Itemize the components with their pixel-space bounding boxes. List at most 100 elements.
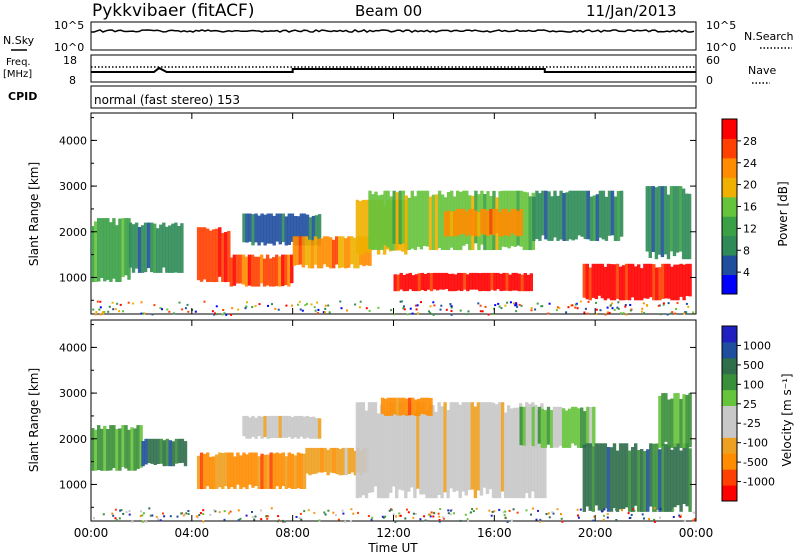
- time-tick-label-4: 16:00: [477, 526, 512, 540]
- nsky-label: N.Sky: [3, 34, 35, 47]
- power-band-4: [242, 213, 322, 246]
- power-colorbar-tick-label-3: 16: [743, 201, 757, 214]
- velocity-colorbar-swatch-5: [722, 405, 737, 422]
- velocity-colorbar-tick-label-0: -1000: [743, 476, 775, 489]
- cpid-text: normal (fast stereo) 153: [94, 93, 240, 107]
- freq-trace: [91, 66, 696, 73]
- time-tick-label-0: 00:00: [74, 526, 109, 540]
- velocity-colorbar-swatch-3: [722, 437, 737, 454]
- power-band-8: [393, 272, 533, 292]
- velocity-colorbar-swatch-1: [722, 469, 737, 486]
- nsky-panel: [90, 21, 697, 51]
- power-colorbar-swatch-0: [722, 274, 737, 295]
- velocity-colorbar-swatch-6: [722, 389, 737, 407]
- velocity-colorbar-swatch-0: [722, 485, 737, 502]
- power-colorbar-swatch-1: [722, 255, 737, 276]
- velocity-colorbar-tick-label-7: 1000: [743, 339, 771, 352]
- power-marks: [91, 186, 695, 316]
- velocity-band-5: [355, 402, 547, 499]
- nsky-trace: [91, 29, 695, 33]
- velocity-ytick-label-1: 2000: [59, 433, 87, 446]
- power-colorbar-swatch-6: [722, 157, 737, 178]
- power-colorbar-tick-label-0: 4: [743, 266, 750, 279]
- power-band-10: [532, 190, 624, 241]
- velocity-band-7: [519, 406, 596, 448]
- power-band-2: [196, 227, 231, 283]
- velocity-band-3: [242, 415, 322, 439]
- velocity-colorbar-tick-label-4: 25: [743, 398, 757, 411]
- velocity-ytick-label-3: 4000: [59, 341, 87, 354]
- freq-label: Freq.: [6, 57, 31, 68]
- power-colorbar-tick-label-5: 24: [743, 157, 757, 170]
- power-colorbar-swatch-5: [722, 177, 737, 198]
- velocity-colorbar-tick-label-2: -100: [743, 437, 768, 450]
- power-band-12: [645, 186, 692, 260]
- velocity-colorbar-swatch-7: [722, 373, 737, 391]
- power-band-3: [229, 254, 294, 287]
- power-band-0: [91, 218, 131, 283]
- nsky-tick-bottom: 10^0: [54, 41, 84, 54]
- power-ytick-label-0: 1000: [59, 271, 87, 284]
- velocity-band-0: [91, 425, 143, 471]
- velocity-band-8: [582, 443, 692, 512]
- velocity-colorbar-tick-label-3: -25: [743, 417, 761, 430]
- power-band-11: [582, 263, 692, 301]
- time-axis: 00:00 04:00 08:00 12:00 16:00 20:00 00:00: [74, 526, 714, 540]
- velocity-colorbar-frame: [721, 325, 738, 502]
- velocity-band-1: [141, 438, 188, 467]
- velocity-ytick-label-0: 1000: [59, 478, 87, 491]
- station-title: Pykkvibaer (fitACF): [92, 1, 254, 21]
- velocity-colorbar-label: Velocity [m s⁻¹]: [780, 373, 794, 466]
- velocity-colorbar-tick-label-6: 500: [743, 359, 764, 372]
- power-colorbar-swatch-2: [722, 235, 737, 256]
- time-tick-label-3: 12:00: [376, 526, 411, 540]
- power-colorbar-swatch-4: [722, 196, 737, 217]
- power-colorbar-swatch-8: [722, 119, 737, 139]
- velocity-ytick-label-2: 3000: [59, 387, 87, 400]
- velocity-axes: 1000 2000 3000 4000: [59, 320, 697, 521]
- freq-panel: [90, 54, 697, 83]
- freq-tick-top: 18: [63, 54, 77, 67]
- power-colorbar-tick-label-1: 8: [743, 244, 750, 257]
- velocity-colorbar: -1000 -500 -100 -25 25 100 500 1000: [721, 325, 775, 502]
- power-ytick-label-2: 3000: [59, 180, 87, 193]
- power-colorbar-tick-label-4: 20: [743, 179, 757, 192]
- power-colorbar-tick-label-2: 12: [743, 222, 757, 235]
- power-axes: 1000 2000 3000 4000: [59, 113, 697, 314]
- power-colorbar-tick-label-6: 28: [743, 135, 757, 148]
- time-tick-label-5: 20:00: [578, 526, 613, 540]
- power-band-9: [443, 208, 523, 237]
- x-axis-label: Time UT: [367, 541, 418, 554]
- nsky-tick-top: 10^5: [54, 19, 84, 32]
- cpid-panel: [90, 85, 697, 109]
- power-colorbar-swatch-7: [722, 138, 737, 159]
- velocity-colorbar-swatch-8: [722, 357, 737, 375]
- velocity-colorbar-swatch-2: [722, 453, 737, 470]
- power-colorbar: 4 8 12 16 20 24 28: [721, 118, 757, 295]
- time-tick-label-6: 00:00: [679, 526, 714, 540]
- velocity-band-9: [658, 393, 692, 448]
- nsearch-tick-bottom: 10^0: [706, 41, 736, 54]
- velocity-colorbar-swatch-4: [722, 421, 737, 438]
- freq-tick-bottom: 8: [69, 74, 76, 87]
- power-ylabel: Slant Range [km]: [27, 162, 41, 266]
- nave-tick-top: 60: [706, 54, 720, 67]
- velocity-band-2: [196, 452, 307, 490]
- beam-title: Beam 00: [355, 2, 422, 20]
- velocity-colorbar-tick-label-5: 100: [743, 378, 764, 391]
- velocity-band-6: [380, 397, 433, 416]
- cpid-label: CPID: [8, 90, 37, 103]
- time-tick-label-2: 08:00: [275, 526, 310, 540]
- time-tick-label-1: 04:00: [175, 526, 210, 540]
- power-ytick-label-3: 4000: [59, 134, 87, 147]
- velocity-marks: [91, 393, 696, 523]
- power-band-1: [128, 222, 184, 273]
- velocity-colorbar-swatch-9: [722, 341, 737, 359]
- nsearch-label: N.Search: [744, 30, 794, 43]
- velocity-noise: [93, 507, 696, 523]
- power-colorbar-swatch-3: [722, 216, 737, 237]
- power-noise: [92, 300, 695, 316]
- nsearch-tick-top: 10^5: [706, 19, 736, 32]
- velocity-ylabel: Slant Range [km]: [27, 368, 41, 472]
